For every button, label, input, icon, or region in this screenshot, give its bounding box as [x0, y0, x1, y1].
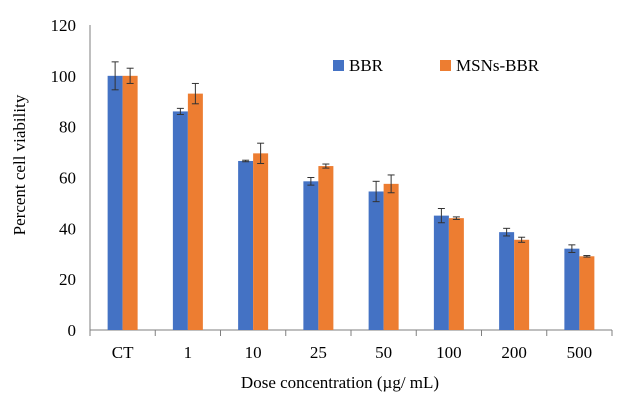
error-bar — [372, 180, 380, 203]
bar-bbr — [303, 181, 319, 330]
error-bar — [322, 163, 330, 169]
bar-msns-bbr — [579, 256, 595, 330]
x-axis-title: Dose concentration (µg/ mL) — [241, 373, 439, 392]
y-tick-label: 100 — [51, 67, 77, 86]
error-bars — [111, 61, 591, 258]
x-tick-label: 200 — [501, 343, 527, 362]
x-tick-label: 50 — [375, 343, 392, 362]
y-tick-label: 20 — [59, 270, 76, 289]
error-bar — [307, 177, 315, 186]
x-tick-label: 100 — [436, 343, 462, 362]
bar-msns-bbr — [514, 239, 530, 330]
bar-bbr — [172, 111, 188, 331]
x-tick-label: CT — [112, 343, 134, 362]
error-bar — [191, 82, 199, 105]
legend-label: MSNs-BBR — [456, 56, 540, 75]
bar-msns-bbr — [187, 93, 203, 330]
error-bar — [503, 227, 511, 237]
bar-bbr — [433, 215, 449, 330]
error-bar — [387, 174, 395, 194]
bar-bbr — [368, 191, 384, 330]
error-bar — [176, 107, 184, 115]
bars — [107, 75, 595, 331]
error-bar — [257, 142, 265, 165]
bar-msns-bbr — [122, 75, 138, 330]
bar-msns-bbr — [383, 183, 399, 330]
bar-bbr — [499, 232, 515, 330]
x-tick-labels: CT 1 10 25 50 100 200 500 — [112, 343, 592, 362]
error-bar — [242, 159, 250, 163]
error-bar — [111, 61, 119, 91]
y-tick-label: 40 — [59, 219, 76, 238]
legend-swatch — [333, 60, 344, 71]
legend-label: BBR — [349, 56, 384, 75]
error-bar — [437, 208, 445, 224]
x-tick-label: 500 — [567, 343, 593, 362]
y-tick-labels: 0 20 40 60 80 100 120 — [51, 16, 77, 340]
error-bar — [568, 244, 576, 253]
x-tick-label: 10 — [245, 343, 262, 362]
x-tick-label: 1 — [184, 343, 193, 362]
error-bar — [126, 67, 134, 84]
bar-msns-bbr — [448, 218, 464, 330]
error-bar — [518, 236, 526, 243]
legend-swatch — [440, 60, 451, 71]
bar-bbr — [238, 160, 254, 330]
error-bar — [452, 216, 460, 220]
bar-msns-bbr — [318, 166, 334, 330]
legend: BBR MSNs-BBR — [333, 56, 540, 75]
y-tick-label: 80 — [59, 118, 76, 137]
error-bar — [583, 255, 591, 258]
x-tick-label: 25 — [310, 343, 327, 362]
y-axis-title: Percent cell viability — [10, 94, 29, 235]
bar-msns-bbr — [253, 153, 269, 330]
bar-bbr — [564, 248, 580, 330]
y-tick-label: 0 — [68, 321, 77, 340]
bar-bbr — [107, 75, 123, 330]
y-tick-label: 60 — [59, 169, 76, 188]
y-tick-label: 120 — [51, 16, 77, 35]
